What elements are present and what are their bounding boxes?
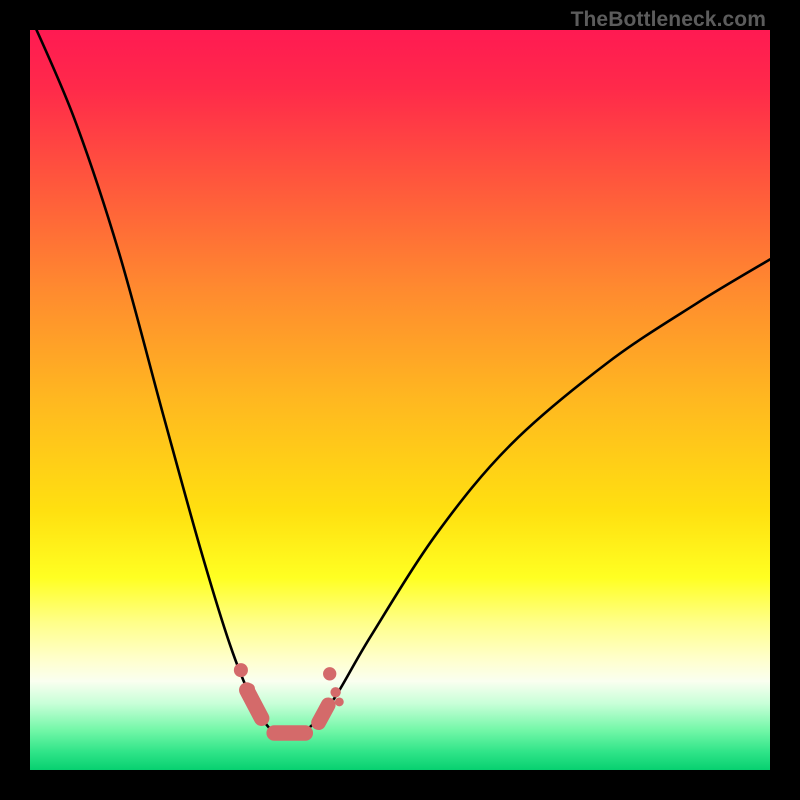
marker-dot	[330, 687, 340, 697]
plot-area	[30, 30, 770, 770]
marker-dot	[335, 697, 344, 706]
curve-layer	[30, 30, 770, 770]
marker-dot	[323, 667, 336, 680]
marker-dot	[234, 663, 248, 677]
chart-frame: TheBottleneck.com	[0, 0, 800, 800]
curve-markers	[234, 663, 344, 733]
marker-capsule	[247, 690, 262, 718]
marker-dot	[245, 683, 255, 693]
watermark-text: TheBottleneck.com	[571, 8, 766, 32]
bottleneck-v-curve	[30, 15, 770, 737]
marker-capsule	[319, 705, 329, 723]
